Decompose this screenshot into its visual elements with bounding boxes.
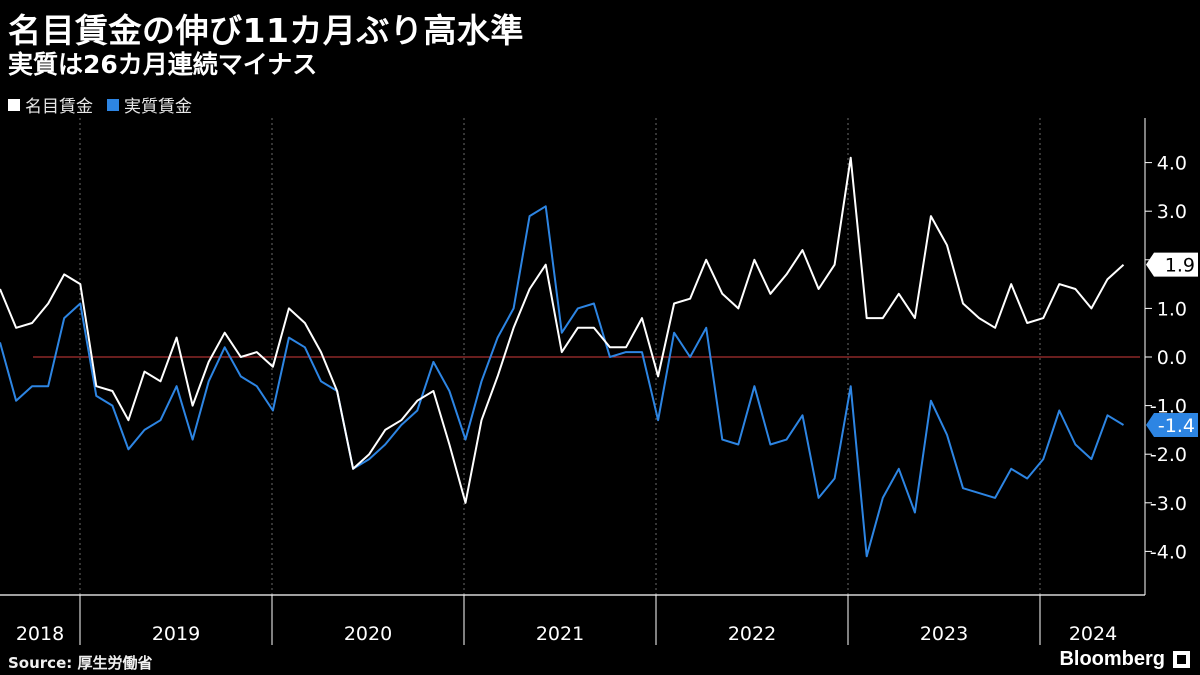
- series-line-real: [0, 205, 1125, 558]
- chart-title: 名目賃金の伸び11カ月ぶり高水準: [8, 11, 524, 50]
- y-tick-label: -4.0: [1150, 541, 1187, 563]
- chart-subtitle: 実質は26カ月連続マイナス: [8, 50, 318, 79]
- y-tick-label: 0.0: [1157, 347, 1187, 369]
- legend-item-real: 実質賃金: [107, 92, 192, 117]
- x-tick-label: 2021: [536, 623, 584, 645]
- y-tick-label: -3.0: [1150, 493, 1187, 515]
- y-tick-label: 4.0: [1157, 153, 1187, 175]
- legend-label-nominal: 名目賃金: [25, 97, 93, 117]
- y-tick-label: -1.0: [1150, 396, 1187, 418]
- terminal-icon: [1173, 651, 1190, 668]
- last-value-badge-real: [1146, 413, 1198, 438]
- x-tick-label: 2024: [1069, 623, 1117, 645]
- brand-name: Bloomberg: [1059, 648, 1165, 670]
- series-line-nominal: [0, 156, 1125, 504]
- y-tick-label: -2.0: [1150, 444, 1187, 466]
- x-tick-label: 2020: [344, 623, 392, 645]
- last-value-label-nominal: 1.9: [1165, 255, 1195, 277]
- x-tick-label: 2022: [728, 623, 776, 645]
- bloomberg-logo: Bloomberg: [1059, 648, 1190, 671]
- x-tick-label: 2018: [16, 623, 64, 645]
- legend-item-nominal: 名目賃金: [8, 92, 93, 117]
- source-note: Source: 厚生労働省: [8, 654, 153, 672]
- x-tick-label: 2023: [920, 623, 968, 645]
- x-tick-label: 2019: [152, 623, 200, 645]
- y-tick-label: 3.0: [1157, 201, 1187, 223]
- legend: 名目賃金 実質賃金: [8, 92, 192, 117]
- last-value-badge-nominal: [1146, 252, 1198, 277]
- legend-label-real: 実質賃金: [124, 97, 192, 117]
- last-value-label-real: -1.4: [1158, 415, 1195, 437]
- legend-swatch-real: [107, 98, 119, 111]
- y-tick-label: 1.0: [1157, 298, 1187, 320]
- legend-swatch-nominal: [8, 98, 20, 111]
